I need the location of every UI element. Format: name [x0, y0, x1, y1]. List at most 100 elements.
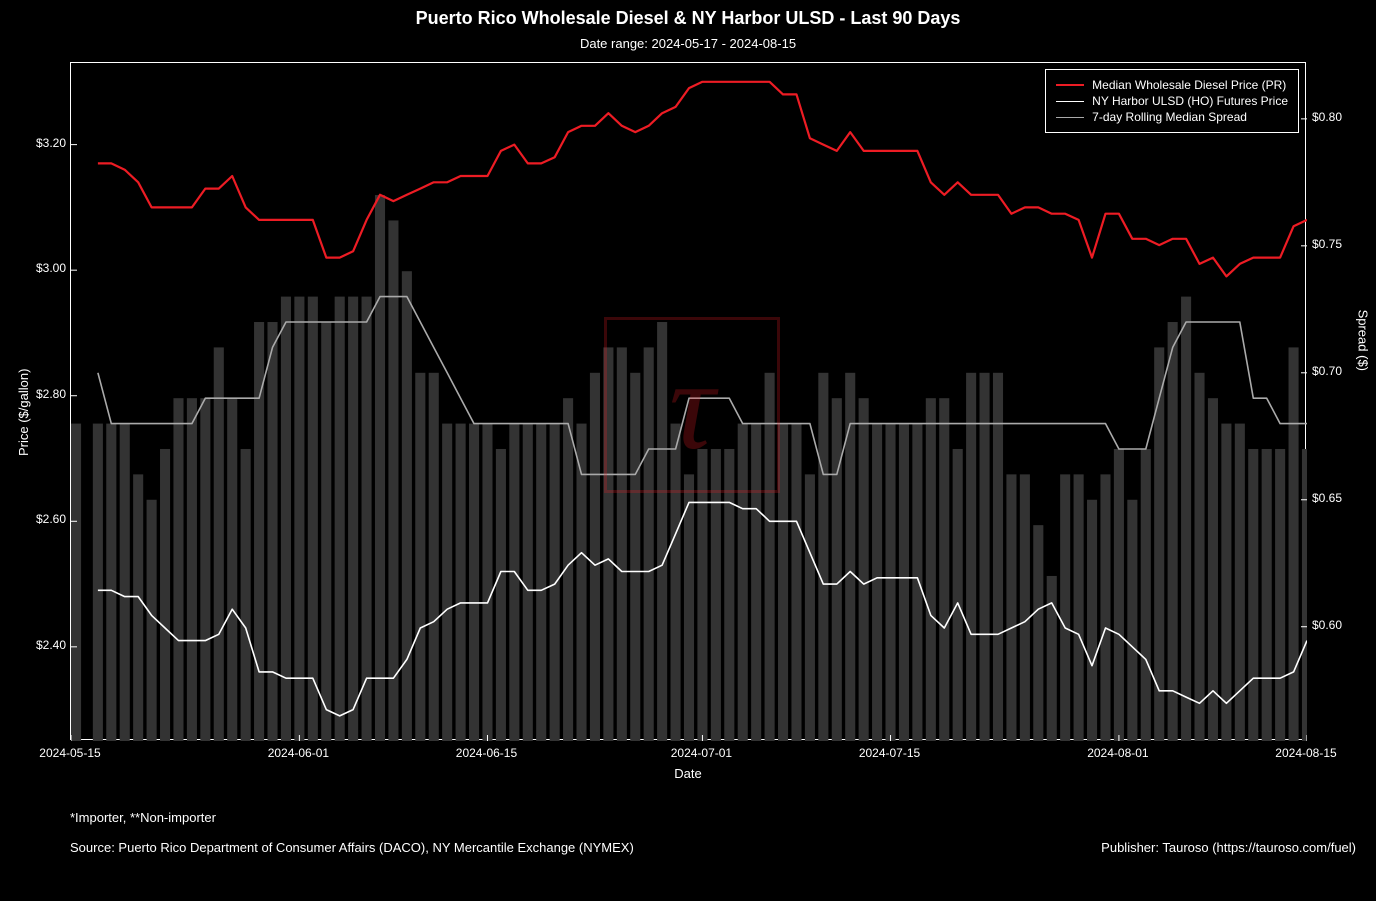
spread-bar — [1087, 500, 1097, 741]
spread-bar — [187, 398, 197, 741]
x-axis-label: Date — [70, 766, 1306, 781]
spread-bar — [429, 373, 439, 741]
spread-bar — [791, 424, 801, 741]
watermark: τ — [604, 317, 780, 493]
spread-bar — [1248, 449, 1258, 741]
spread-bar — [348, 297, 358, 741]
spread-bar — [953, 449, 963, 741]
spread-bar — [308, 297, 318, 741]
spread-bar — [1168, 322, 1178, 741]
spread-bar — [1100, 474, 1110, 741]
spread-bar — [818, 373, 828, 741]
spread-bar — [147, 500, 157, 741]
spread-bar — [362, 297, 372, 741]
spread-bar — [200, 398, 210, 741]
spread-bar — [375, 195, 385, 741]
spread-bar — [442, 424, 452, 741]
spread-bar — [456, 424, 466, 741]
spread-bar — [321, 322, 331, 741]
spread-bar — [71, 424, 81, 741]
spread-bar — [106, 424, 116, 741]
spread-bar — [926, 398, 936, 741]
spread-bar — [1302, 449, 1307, 741]
spread-bar — [1060, 474, 1070, 741]
spread-bar — [120, 424, 130, 741]
legend-item: Median Wholesale Diesel Price (PR) — [1056, 78, 1288, 92]
spread-bar — [335, 297, 345, 741]
legend-label: 7-day Rolling Median Spread — [1092, 110, 1247, 124]
spread-bar — [845, 373, 855, 741]
y-left-tick-label: $2.80 — [22, 387, 66, 401]
y-left-tick-label: $2.60 — [22, 512, 66, 526]
spread-bar — [1006, 474, 1016, 741]
spread-bar — [1262, 449, 1272, 741]
spread-bar — [496, 449, 506, 741]
spread-bar — [469, 424, 479, 741]
spread-bar — [133, 474, 143, 741]
spread-bar — [294, 297, 304, 741]
spread-bar — [872, 424, 882, 741]
spread-bar — [912, 424, 922, 741]
spread-bar — [482, 424, 492, 741]
spread-bar — [939, 398, 949, 741]
footnote-publisher: Publisher: Tauroso (https://tauroso.com/… — [1101, 840, 1356, 855]
legend-swatch — [1056, 117, 1084, 118]
x-tick-label: 2024-08-01 — [1078, 746, 1158, 760]
spread-bar — [173, 398, 183, 741]
spread-bar — [267, 322, 277, 741]
spread-bar — [832, 398, 842, 741]
page: { "title": { "text": "Puerto Rico Wholes… — [0, 0, 1376, 901]
spread-bar — [885, 424, 895, 741]
legend: Median Wholesale Diesel Price (PR) NY Har… — [1045, 69, 1299, 133]
spread-bar — [1221, 424, 1231, 741]
y-right-tick-label: $0.80 — [1312, 110, 1342, 124]
footnote-importer: *Importer, **Non-importer — [70, 810, 216, 825]
spread-bar — [1020, 474, 1030, 741]
legend-swatch — [1056, 101, 1084, 102]
spread-bar — [415, 373, 425, 741]
spread-bar — [160, 449, 170, 741]
spread-bar — [214, 347, 224, 741]
legend-item: 7-day Rolling Median Spread — [1056, 110, 1288, 124]
spread-bar — [509, 424, 519, 741]
x-tick-label: 2024-06-15 — [446, 746, 526, 760]
x-tick-label: 2024-07-01 — [661, 746, 741, 760]
y-right-tick-label: $0.75 — [1312, 237, 1342, 251]
y-left-tick-label: $3.20 — [22, 136, 66, 150]
spread-bar — [684, 474, 694, 741]
y-axis-right-label: Spread ($) — [1355, 310, 1370, 371]
legend-swatch — [1056, 84, 1084, 86]
x-tick-label: 2024-08-15 — [1266, 746, 1346, 760]
spread-bar — [966, 373, 976, 741]
spread-bar — [281, 297, 291, 741]
spread-bar — [993, 373, 1003, 741]
spread-bar — [523, 424, 533, 741]
spread-bar — [980, 373, 990, 741]
x-tick-label: 2024-06-01 — [258, 746, 338, 760]
spread-bar — [536, 424, 546, 741]
y-axis-left-label: Price ($/gallon) — [16, 369, 31, 456]
legend-item: NY Harbor ULSD (HO) Futures Price — [1056, 94, 1288, 108]
spread-bar — [93, 424, 103, 741]
spread-bar — [1033, 525, 1043, 741]
y-left-tick-label: $3.00 — [22, 261, 66, 275]
spread-bar — [550, 424, 560, 741]
spread-bar — [1275, 449, 1285, 741]
spread-bar — [899, 424, 909, 741]
spread-bar — [227, 398, 237, 741]
spread-bar — [1194, 373, 1204, 741]
y-left-tick-label: $2.40 — [22, 638, 66, 652]
spread-bar — [388, 220, 398, 741]
y-right-tick-label: $0.65 — [1312, 491, 1342, 505]
spread-bar — [805, 474, 815, 741]
spread-bar — [576, 424, 586, 741]
spread-bar — [1047, 576, 1057, 741]
chart-title: Puerto Rico Wholesale Diesel & NY Harbor… — [0, 8, 1376, 29]
spread-bar — [1074, 474, 1084, 741]
legend-label: NY Harbor ULSD (HO) Futures Price — [1092, 94, 1288, 108]
spread-bar — [590, 373, 600, 741]
footnote-source: Source: Puerto Rico Department of Consum… — [70, 840, 634, 855]
y-right-tick-label: $0.70 — [1312, 364, 1342, 378]
y-right-tick-label: $0.60 — [1312, 618, 1342, 632]
spread-bar — [1127, 500, 1137, 741]
